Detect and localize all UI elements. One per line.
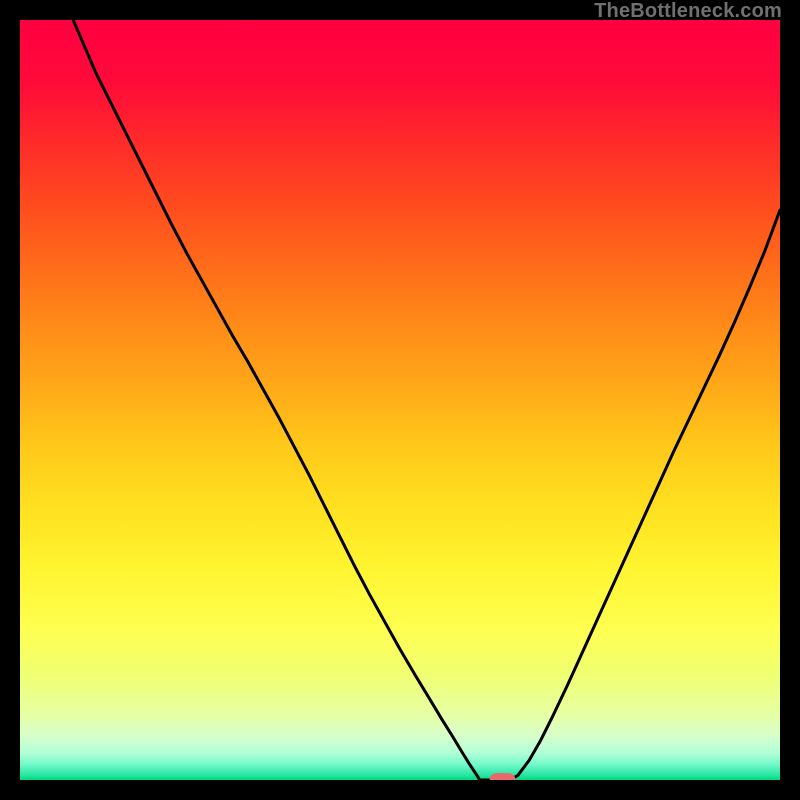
minimum-marker (490, 773, 516, 780)
chart-frame: TheBottleneck.com (0, 0, 800, 800)
bottleneck-chart (20, 20, 780, 780)
chart-background (20, 20, 780, 780)
